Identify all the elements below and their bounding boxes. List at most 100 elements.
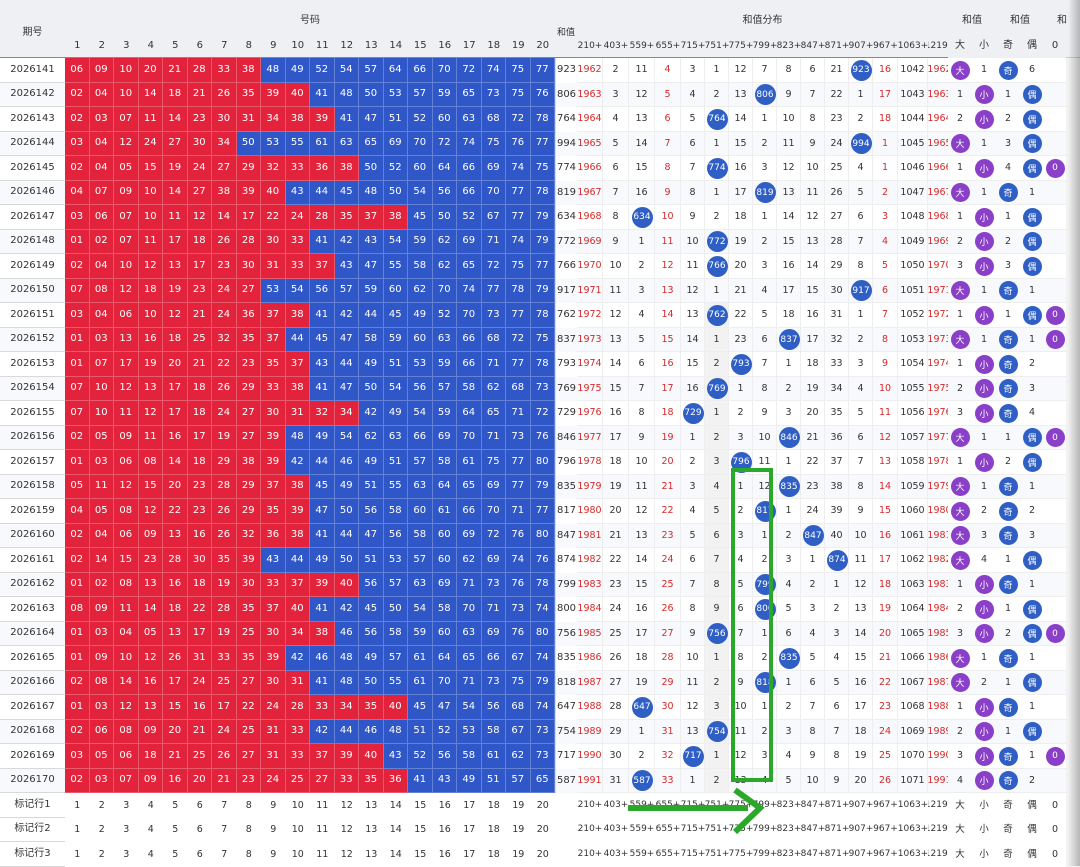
drawn-number: 14 bbox=[138, 597, 163, 622]
dist-cell: 6 bbox=[801, 58, 825, 83]
drawn-number: 73 bbox=[481, 670, 506, 695]
number-col-header: 5 bbox=[163, 34, 188, 58]
drawn-number: 35 bbox=[212, 548, 237, 573]
drawn-number: 38 bbox=[285, 303, 310, 328]
dist-cell: 23 bbox=[873, 695, 898, 720]
dist-cell: 14 bbox=[801, 254, 825, 279]
footer-dist: 847+ bbox=[801, 817, 825, 842]
footer-number: 11 bbox=[310, 793, 335, 818]
sum-ball: 994 bbox=[850, 133, 872, 155]
drawn-number: 56 bbox=[481, 695, 506, 720]
drawn-number: 39 bbox=[236, 180, 261, 205]
drawn-number: 20 bbox=[187, 768, 212, 793]
drawn-number: 71 bbox=[506, 401, 531, 426]
dist-cell: 28 bbox=[603, 695, 629, 720]
drawn-number: 48 bbox=[334, 82, 359, 107]
drawn-number: 33 bbox=[310, 695, 335, 720]
drawn-number: 03 bbox=[89, 107, 114, 132]
drawn-number: 07 bbox=[114, 768, 139, 793]
drawn-number: 12 bbox=[114, 474, 139, 499]
dist-cell: 8 bbox=[825, 744, 849, 769]
drawn-number: 11 bbox=[163, 205, 188, 230]
drawn-number: 12 bbox=[114, 278, 139, 303]
dist-cell: 16 bbox=[873, 58, 898, 83]
dist-cell: 23 bbox=[655, 523, 681, 548]
drawn-number: 11 bbox=[89, 474, 114, 499]
dist-cell: 1061 bbox=[898, 523, 928, 548]
dist-cell: 12 bbox=[681, 695, 705, 720]
right-cell: 1 bbox=[948, 205, 972, 230]
dist-cell: 1050 bbox=[898, 254, 928, 279]
drawn-number: 19 bbox=[212, 572, 237, 597]
dist-cell: 16 bbox=[777, 254, 801, 279]
footer-dist: 403+ bbox=[603, 842, 629, 867]
footer-dist: 871+ bbox=[825, 793, 849, 818]
dist-cell: 33 bbox=[825, 352, 849, 377]
dist-cell: 17 bbox=[729, 180, 753, 205]
right-cell: 1 bbox=[948, 156, 972, 181]
drawn-number: 18 bbox=[187, 450, 212, 475]
footer-number: 15 bbox=[408, 793, 433, 818]
drawn-number: 38 bbox=[212, 180, 237, 205]
drawn-number: 18 bbox=[138, 744, 163, 769]
right-cell: 3 bbox=[1020, 376, 1044, 401]
drawn-number: 77 bbox=[506, 205, 531, 230]
drawn-number: 26 bbox=[212, 523, 237, 548]
trend-ball: 小 bbox=[974, 305, 994, 325]
dist-cell: 2 bbox=[705, 205, 729, 230]
period-cell: 2026167 bbox=[0, 695, 65, 720]
dist-cell: 5 bbox=[629, 327, 655, 352]
dist-cell: 1065 bbox=[898, 621, 928, 646]
drawn-number: 40 bbox=[359, 744, 384, 769]
drawn-number: 27 bbox=[212, 156, 237, 181]
trend-ball: 小 bbox=[974, 379, 994, 399]
dist-cell: 17 bbox=[777, 278, 801, 303]
trend-ball: 小 bbox=[974, 158, 994, 178]
drawn-number: 29 bbox=[212, 450, 237, 475]
footer-dist: 775+ bbox=[729, 817, 753, 842]
right-cell: 1 bbox=[1020, 474, 1044, 499]
drawn-number: 49 bbox=[359, 352, 384, 377]
footer-dist: 559+ bbox=[629, 817, 655, 842]
dist-cell: 22 bbox=[729, 303, 753, 328]
trend-ball: 小 bbox=[974, 697, 994, 717]
dist-cell: 20 bbox=[729, 254, 753, 279]
dist-cell: 12 bbox=[655, 254, 681, 279]
dist-cell: 19 bbox=[629, 670, 655, 695]
footer-number: 16 bbox=[432, 793, 457, 818]
drawn-number: 14 bbox=[163, 107, 188, 132]
drawn-number: 57 bbox=[506, 768, 531, 793]
drawn-number: 64 bbox=[383, 58, 408, 83]
drawn-number: 61 bbox=[481, 744, 506, 769]
dist-cell: 7 bbox=[629, 376, 655, 401]
dist-cell: 21 bbox=[873, 646, 898, 671]
annotation-rectangle bbox=[731, 468, 773, 782]
drawn-number: 38 bbox=[285, 107, 310, 132]
drawn-number: 70 bbox=[457, 303, 482, 328]
dist-cell: 24 bbox=[825, 131, 849, 156]
dist-cell: 1 bbox=[801, 548, 825, 573]
drawn-number: 14 bbox=[138, 82, 163, 107]
drawn-number: 66 bbox=[481, 646, 506, 671]
sum-value: 772 bbox=[555, 229, 577, 254]
sum-value: 917 bbox=[555, 278, 577, 303]
drawn-number: 69 bbox=[432, 572, 457, 597]
trend-ball: 小 bbox=[974, 624, 994, 644]
drawn-number: 54 bbox=[408, 597, 433, 622]
drawn-number: 18 bbox=[163, 597, 188, 622]
drawn-number: 14 bbox=[163, 180, 188, 205]
sum-value: 766 bbox=[555, 254, 577, 279]
drawn-number: 58 bbox=[432, 450, 457, 475]
drawn-number: 33 bbox=[261, 376, 286, 401]
period-cell: 2026145 bbox=[0, 156, 65, 181]
dist-cell: 1987 bbox=[577, 670, 603, 695]
drawn-number: 14 bbox=[89, 548, 114, 573]
dist-cell: 26 bbox=[603, 646, 629, 671]
footer-number: 19 bbox=[506, 793, 531, 818]
dist-cell: 1 bbox=[777, 499, 801, 524]
drawn-number: 11 bbox=[114, 597, 139, 622]
footer-number: 7 bbox=[212, 793, 237, 818]
footer-number: 15 bbox=[408, 842, 433, 867]
drawn-number: 25 bbox=[187, 327, 212, 352]
drawn-number: 13 bbox=[163, 621, 188, 646]
